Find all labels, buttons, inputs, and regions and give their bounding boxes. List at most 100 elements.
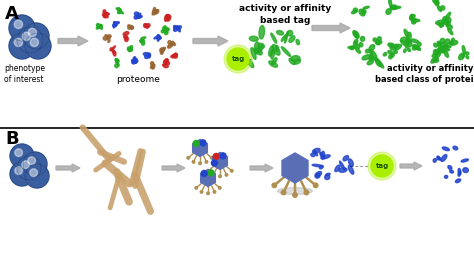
Circle shape <box>22 32 30 40</box>
Ellipse shape <box>140 40 143 43</box>
Circle shape <box>208 170 214 176</box>
Ellipse shape <box>251 48 256 59</box>
Ellipse shape <box>96 26 100 29</box>
Ellipse shape <box>134 58 137 61</box>
Ellipse shape <box>401 37 408 42</box>
Text: tag: tag <box>231 56 245 62</box>
Ellipse shape <box>171 55 177 58</box>
Ellipse shape <box>438 41 441 49</box>
Ellipse shape <box>441 155 447 161</box>
Ellipse shape <box>151 64 155 69</box>
Ellipse shape <box>434 0 439 6</box>
Ellipse shape <box>145 25 148 28</box>
Ellipse shape <box>440 47 444 50</box>
Ellipse shape <box>131 26 133 29</box>
Ellipse shape <box>386 9 391 14</box>
Circle shape <box>282 190 286 195</box>
Ellipse shape <box>277 30 283 35</box>
Ellipse shape <box>106 37 110 39</box>
Ellipse shape <box>115 59 119 62</box>
Ellipse shape <box>354 41 357 47</box>
Ellipse shape <box>272 45 280 55</box>
Circle shape <box>17 27 43 53</box>
Ellipse shape <box>143 52 149 56</box>
Ellipse shape <box>433 50 438 55</box>
Ellipse shape <box>168 44 173 46</box>
Ellipse shape <box>246 58 254 68</box>
Ellipse shape <box>389 0 392 7</box>
Ellipse shape <box>282 47 291 56</box>
Ellipse shape <box>338 168 347 172</box>
Polygon shape <box>213 153 228 169</box>
Ellipse shape <box>462 46 465 54</box>
Circle shape <box>192 161 195 163</box>
Ellipse shape <box>319 152 324 158</box>
Circle shape <box>211 160 218 166</box>
Circle shape <box>9 15 35 41</box>
Ellipse shape <box>97 24 100 28</box>
Circle shape <box>225 174 228 176</box>
Ellipse shape <box>442 46 451 48</box>
Ellipse shape <box>269 46 273 56</box>
Circle shape <box>30 169 37 176</box>
Ellipse shape <box>137 16 142 18</box>
Circle shape <box>14 38 23 47</box>
Circle shape <box>230 169 233 172</box>
Circle shape <box>272 183 276 188</box>
Ellipse shape <box>434 43 438 47</box>
Ellipse shape <box>128 47 133 51</box>
Ellipse shape <box>112 50 116 53</box>
Ellipse shape <box>369 45 374 51</box>
Ellipse shape <box>154 36 159 39</box>
Circle shape <box>25 33 51 59</box>
Ellipse shape <box>134 58 136 60</box>
Ellipse shape <box>118 10 123 14</box>
Ellipse shape <box>450 40 458 45</box>
Ellipse shape <box>466 56 469 59</box>
Ellipse shape <box>448 29 453 35</box>
Ellipse shape <box>116 8 120 10</box>
Ellipse shape <box>321 155 330 159</box>
Ellipse shape <box>99 25 102 28</box>
Ellipse shape <box>438 6 441 12</box>
Ellipse shape <box>321 151 325 159</box>
Ellipse shape <box>356 44 360 49</box>
Ellipse shape <box>164 16 166 21</box>
Ellipse shape <box>117 22 119 24</box>
Ellipse shape <box>339 161 345 170</box>
Ellipse shape <box>390 44 394 48</box>
Circle shape <box>22 161 29 168</box>
Ellipse shape <box>319 165 323 169</box>
Ellipse shape <box>348 46 356 49</box>
Ellipse shape <box>162 47 165 50</box>
Ellipse shape <box>369 54 372 60</box>
Ellipse shape <box>449 42 453 45</box>
Ellipse shape <box>390 5 397 10</box>
Ellipse shape <box>157 35 159 41</box>
Ellipse shape <box>391 6 398 9</box>
Ellipse shape <box>113 50 116 56</box>
Ellipse shape <box>269 61 278 67</box>
Ellipse shape <box>254 42 259 54</box>
Ellipse shape <box>348 159 353 166</box>
Ellipse shape <box>445 44 448 49</box>
Ellipse shape <box>443 20 450 25</box>
Ellipse shape <box>173 27 178 31</box>
Circle shape <box>23 23 49 49</box>
Ellipse shape <box>118 9 121 13</box>
Circle shape <box>28 157 36 165</box>
Circle shape <box>15 167 22 175</box>
Ellipse shape <box>315 173 320 178</box>
Ellipse shape <box>173 27 178 29</box>
Ellipse shape <box>164 28 168 31</box>
Circle shape <box>193 141 199 146</box>
Circle shape <box>212 174 215 176</box>
Circle shape <box>187 157 190 159</box>
Ellipse shape <box>164 59 167 63</box>
Ellipse shape <box>371 57 378 61</box>
Ellipse shape <box>447 25 452 29</box>
Ellipse shape <box>390 45 394 50</box>
Circle shape <box>28 28 36 37</box>
Ellipse shape <box>134 16 137 19</box>
Ellipse shape <box>152 12 158 15</box>
